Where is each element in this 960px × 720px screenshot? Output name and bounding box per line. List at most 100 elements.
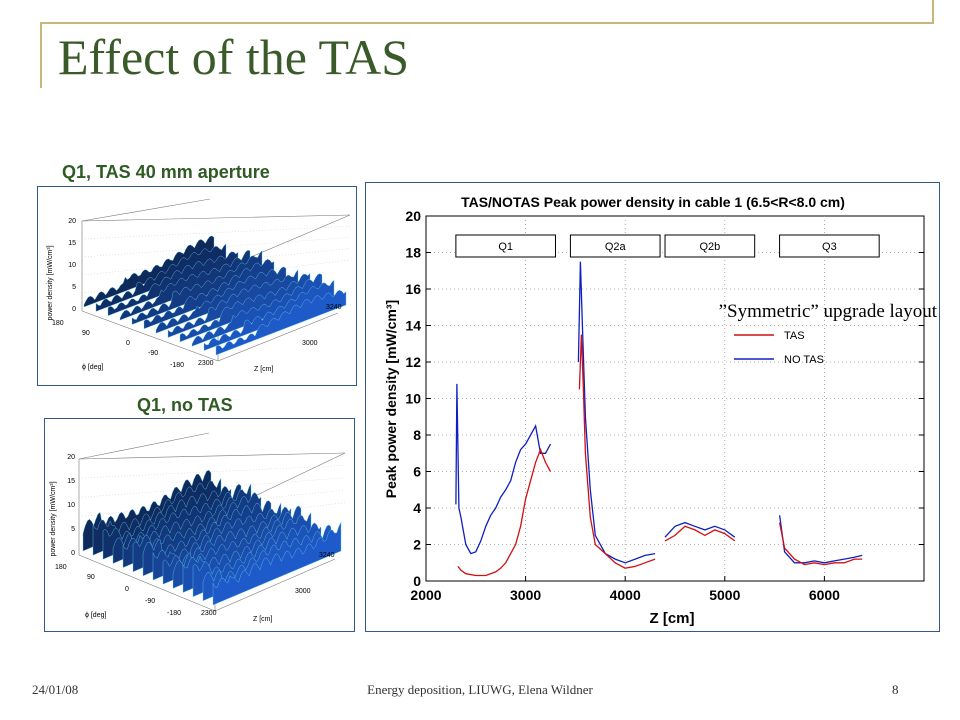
zlabel-notas: power density [mW/cm³]: [50, 481, 57, 556]
y-tick-label: 14: [405, 318, 421, 334]
ztick2-20: 20: [67, 454, 75, 461]
magnet-label-q2a: Q2a: [605, 241, 627, 253]
surface-axis-line: [81, 214, 351, 222]
series-no-tas-segment-3: [778, 515, 863, 564]
decorative-top-line: [40, 22, 933, 24]
y-tick-label: 2: [413, 537, 421, 553]
ztick2-0: 0: [71, 550, 75, 557]
zaxis-tick-3000: 3000: [302, 340, 318, 347]
phitick-m90: -90: [148, 350, 158, 357]
chart-legend: TAS NO TAS: [734, 330, 824, 366]
series-tas-segment-2: [664, 525, 736, 542]
y-tick-label: 16: [405, 281, 421, 297]
zlabel-tas: power density [mW/cm³]: [47, 245, 54, 320]
surface-strip: [203, 279, 335, 351]
series-tas-segment-1: [578, 334, 656, 569]
surface-strip: [215, 289, 347, 356]
series-no-tas-segment-2: [664, 521, 736, 538]
phitick-m180: -180: [170, 362, 184, 369]
surface-strip: [95, 243, 227, 312]
legend-label-tas: TAS: [784, 330, 805, 342]
phitick2-m180: -180: [167, 610, 181, 617]
chart-ticks: 0 2 4 6 8 10 12 14 16 18 20 2000 3000 4000 5000 6000: [405, 208, 924, 603]
surface-strip: [143, 258, 275, 330]
zaxis-label-tas: Z [cm]: [254, 366, 273, 373]
legend-label-no-tas: NO TAS: [784, 354, 824, 366]
surface-plot-notas: power density [mW/cm³] 20 15 10 5 0 180 …: [44, 418, 355, 632]
surface-strip: [155, 266, 287, 334]
surface-plot-tas-svg: power density [mW/cm³] 20 15 10 5 0 180 …: [47, 198, 351, 373]
chart-grid: [425, 215, 925, 582]
surface-axis-line: [214, 558, 336, 612]
x-tick-label: 5000: [709, 587, 740, 603]
slide-title: Effect of the TAS: [58, 29, 410, 85]
series-no-tas-segment-1: [577, 261, 656, 564]
y-tick-label: 10: [405, 391, 421, 407]
footer-center: Energy deposition, LIUWG, Elena Wildner: [367, 682, 593, 697]
surface-mesh-tas: [83, 235, 347, 356]
surface-axis-line: [78, 452, 346, 460]
surface-grid-line: [81, 225, 351, 240]
footer-date: 24/01/08: [32, 682, 79, 697]
ztick-15: 15: [68, 240, 76, 247]
surface-plot-tas: power density [mW/cm³] 20 15 10 5 0 180 …: [37, 186, 357, 386]
surface-mesh-notas: [82, 469, 342, 606]
zaxis2-tick-2300: 2300: [201, 610, 217, 617]
magnet-box-q3: [779, 234, 880, 258]
phitick2-90: 90: [87, 574, 95, 581]
surface-axis-line: [78, 554, 216, 612]
surface-strip: [212, 522, 342, 606]
x-tick-label: 4000: [610, 587, 641, 603]
y-tick-label: 20: [405, 208, 421, 224]
ztick2-15: 15: [67, 478, 75, 485]
y-tick-label: 0: [413, 573, 421, 589]
y-tick-label: 12: [405, 354, 421, 370]
phitick2-180: 180: [55, 564, 67, 571]
magnet-label-q1: Q1: [498, 241, 513, 253]
surface-plot-notas-svg: power density [mW/cm³] 20 15 10 5 0 180 …: [50, 432, 346, 623]
magnet-boxes: Q1 Q2a Q2b Q3: [455, 234, 880, 258]
x-axis-label: Z [cm]: [650, 610, 695, 627]
y-tick-label: 18: [405, 245, 421, 261]
surface-axis-line: [217, 312, 339, 362]
surface-grid-line: [78, 489, 346, 517]
y-axis-label: Peak power density [mW/cm³]: [383, 300, 399, 498]
plot-caption-tas: Q1, TAS 40 mm aperture: [62, 162, 270, 182]
zaxis2-tick-3000: 3000: [295, 588, 311, 595]
main-chart-svg: TAS/NOTAS Peak power density in cable 1 …: [383, 194, 938, 627]
surface-strip: [131, 249, 263, 325]
phi-label-tas: ϕ [deg]: [82, 364, 103, 371]
magnet-label-q2b: Q2b: [699, 241, 720, 253]
surface-axis-line: [81, 310, 219, 362]
phitick-0: 0: [126, 340, 130, 347]
surface-strip: [132, 492, 262, 573]
series-no-tas-segment-0: [455, 383, 552, 555]
chart-title: TAS/NOTAS Peak power density in cable 1 …: [461, 194, 845, 210]
surface-strip: [191, 273, 323, 347]
magnet-label-q3: Q3: [822, 241, 837, 253]
ztick-10: 10: [68, 262, 76, 269]
zaxis2-tick-3240: 3240: [319, 552, 335, 559]
zaxis-label-notas: Z [cm]: [253, 616, 272, 623]
surface-axis-line: [81, 198, 211, 222]
surface-strip: [167, 269, 299, 338]
surface-strip: [119, 249, 251, 321]
x-tick-label: 3000: [510, 587, 541, 603]
surface-grid-line: [78, 477, 346, 498]
ztick2-10: 10: [67, 502, 75, 509]
phitick2-0: 0: [125, 586, 129, 593]
surface-strip: [83, 235, 215, 308]
y-tick-label: 8: [413, 427, 421, 443]
phi-label-notas: ϕ [deg]: [85, 612, 106, 619]
surface-strip: [107, 251, 239, 316]
series-tas-segment-3: [778, 522, 863, 566]
y-tick-label: 4: [413, 500, 421, 516]
x-tick-label: 2000: [410, 587, 441, 603]
zaxis-tick-3240: 3240: [326, 304, 342, 311]
phitick2-m90: -90: [145, 598, 155, 605]
surface-strip: [192, 522, 322, 598]
magnet-box-q2a: [569, 234, 661, 258]
ztick-0: 0: [72, 306, 76, 313]
y-tick-label: 6: [413, 464, 421, 480]
magnet-box-q1: [455, 234, 556, 258]
